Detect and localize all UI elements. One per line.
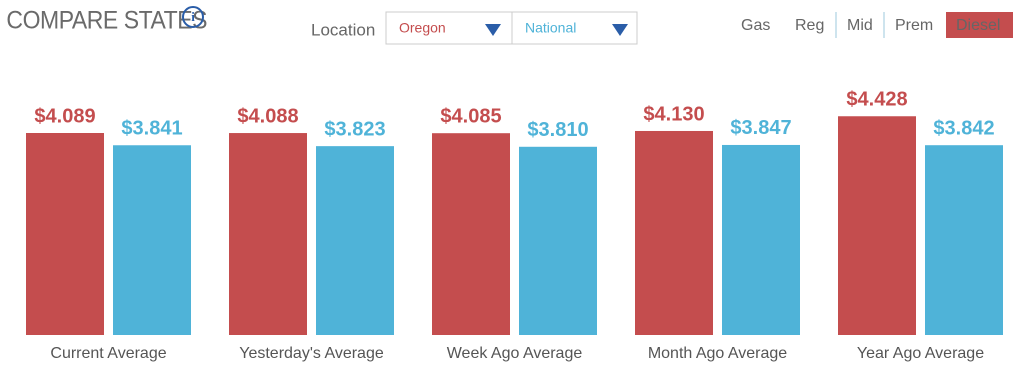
bar — [635, 130, 713, 335]
fuel-tab[interactable]: Gas — [741, 17, 770, 34]
dropdown-value[interactable]: Oregon — [399, 20, 446, 36]
dropdown[interactable] — [511, 11, 638, 45]
fuel-tab[interactable]: Mid — [847, 17, 873, 34]
info-icon[interactable]: i — [182, 6, 204, 28]
category-label: Week Ago Average — [447, 345, 583, 362]
category-label: Current Average — [50, 345, 166, 362]
value-label: $3.841 — [121, 118, 182, 140]
info-glyph: i — [191, 9, 195, 24]
value-label: $4.428 — [846, 89, 907, 111]
info-circle — [182, 6, 204, 28]
value-label: $3.842 — [933, 117, 994, 139]
dropdown-arrow — [485, 24, 501, 36]
dropdown-arrow — [612, 24, 628, 36]
category-label: Year Ago Average — [857, 345, 984, 362]
bar — [26, 133, 104, 335]
fuel-tab[interactable]: Prem — [895, 17, 933, 34]
value-label: $3.810 — [527, 119, 588, 141]
fuel-tab[interactable]: Reg — [795, 17, 824, 34]
bar — [316, 146, 394, 335]
bar — [519, 146, 597, 335]
location-label: Location — [311, 20, 375, 39]
page-title: COMPARE STATES — [6, 7, 207, 35]
value-label: $4.085 — [440, 105, 501, 127]
fuel-tab[interactable]: Diesel — [956, 17, 1000, 34]
value-label: $4.130 — [643, 103, 704, 125]
bar — [722, 144, 800, 335]
value-label: $3.823 — [324, 118, 385, 140]
active-tab-bg[interactable] — [946, 12, 1013, 38]
bar — [838, 116, 916, 335]
value-label: $4.088 — [237, 105, 298, 127]
bar — [432, 133, 510, 335]
category-label: Yesterday's Average — [239, 345, 384, 362]
value-label: $3.847 — [730, 117, 791, 139]
bar — [113, 145, 191, 335]
category-label: Month Ago Average — [648, 345, 787, 362]
bar — [925, 145, 1003, 335]
dropdown-value[interactable]: National — [525, 20, 576, 36]
value-label: $4.089 — [34, 105, 95, 127]
bar — [229, 133, 307, 335]
